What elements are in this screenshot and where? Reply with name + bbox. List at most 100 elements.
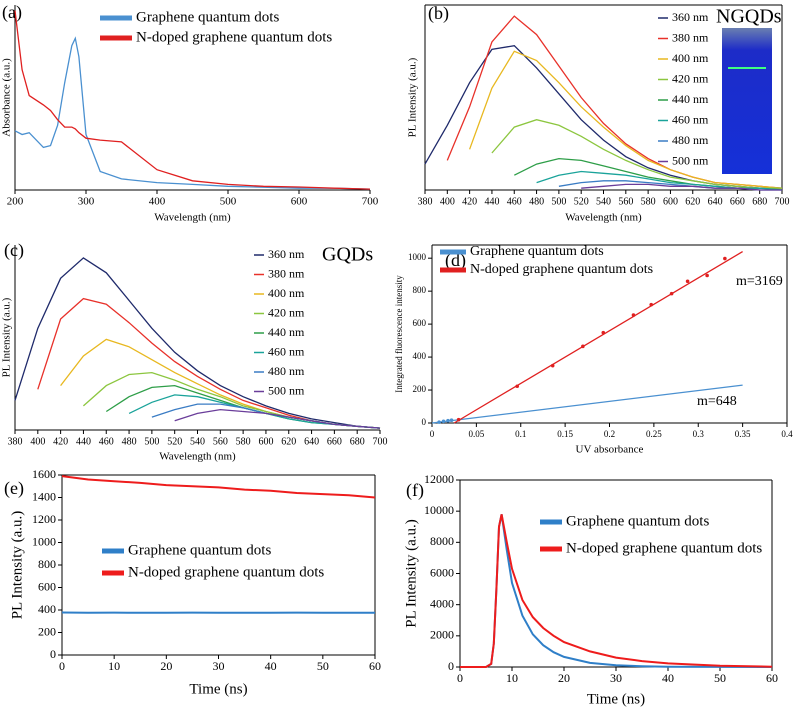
x-tick-label: 440: [484, 196, 499, 207]
legend-label: Graphene quantum dots: [566, 513, 709, 529]
x-tick-label: 10: [506, 671, 518, 685]
x-tick-label: 580: [236, 436, 251, 447]
x-tick-label: 640: [304, 436, 319, 447]
legend-label: 460 nm: [268, 344, 305, 358]
series-line: [491, 119, 782, 189]
x-tick-label: 520: [167, 436, 182, 447]
panel-label: (c): [4, 240, 24, 261]
x-tick-label: 0: [59, 659, 65, 673]
legend-label: 360 nm: [672, 10, 709, 24]
panel-label: (f): [406, 480, 424, 501]
x-tick-label: 700: [775, 196, 790, 207]
y-tick-label: 4000: [430, 596, 454, 610]
data-point: [601, 330, 606, 335]
x-axis-label: Time (ns): [587, 691, 645, 707]
x-tick-label: 60: [766, 671, 778, 685]
legend-label: N-doped graphene quantum dots: [128, 564, 324, 580]
x-tick-label: 660: [730, 196, 745, 207]
y-tick-label: 800: [38, 557, 56, 571]
data-point: [631, 313, 636, 317]
data-point: [649, 302, 654, 307]
legend-label: 420 nm: [672, 71, 709, 85]
y-tick-label: 0: [448, 659, 454, 673]
legend-label: 500 nm: [268, 383, 305, 397]
x-tick-label: 20: [558, 671, 570, 685]
y-tick-label: 200: [38, 624, 56, 638]
x-tick-label: 300: [78, 196, 95, 208]
y-tick-label: 600: [38, 579, 56, 593]
y-axis-label: Integrated fluorescence intensity: [394, 275, 404, 393]
y-tick-label: 0: [50, 647, 56, 661]
x-tick-label: 50: [714, 671, 726, 685]
x-tick-label: 500: [220, 196, 237, 208]
x-tick-label: 0.05: [469, 429, 485, 439]
x-tick-label: 600: [291, 196, 308, 208]
y-tick-label: 1600: [32, 467, 56, 481]
x-tick-label: 480: [122, 436, 137, 447]
y-tick-label: 600: [413, 318, 427, 328]
legend-label: Graphene quantum dots: [128, 542, 271, 558]
legend-label: 480 nm: [672, 133, 709, 147]
series-line: [61, 475, 376, 499]
x-tick-label: 540: [190, 436, 205, 447]
y-axis-label: PL Intensity (a.u.): [403, 519, 419, 628]
y-tick-label: 200: [413, 384, 427, 394]
series-line: [60, 338, 381, 429]
data-point: [581, 344, 585, 349]
legend-label: 440 nm: [672, 92, 709, 106]
x-tick-label: 0.15: [557, 429, 573, 439]
x-tick-label: 560: [618, 196, 633, 207]
series-line: [82, 371, 381, 429]
x-axis-label: Wavelength (nm): [154, 212, 231, 224]
x-tick-label: 400: [440, 196, 455, 207]
x-tick-label: 440: [76, 436, 91, 447]
legend-label: N-doped graphene quantum dots: [136, 29, 332, 45]
series-line: [14, 36, 371, 190]
x-tick-label: 540: [596, 196, 611, 207]
legend-label: Graphene quantum dots: [470, 244, 604, 259]
legend-label: 400 nm: [268, 286, 305, 300]
y-tick-label: 10000: [424, 503, 454, 517]
panel-label: (d): [445, 250, 466, 271]
x-tick-label: 20: [160, 659, 172, 673]
inset-photo: [722, 28, 772, 174]
y-tick-label: 400: [413, 351, 427, 361]
legend-label: 460 nm: [672, 112, 709, 126]
x-tick-label: 0: [430, 429, 435, 439]
series-line: [174, 408, 381, 429]
series-line: [128, 394, 381, 429]
panel-label: (a): [2, 2, 22, 23]
y-tick-label: 0: [422, 417, 427, 427]
fit-line: [453, 251, 743, 424]
x-tick-label: 660: [327, 436, 342, 447]
y-axis-label: PL Intensity (a.u.): [9, 511, 25, 620]
x-tick-label: 620: [281, 436, 296, 447]
series-line: [468, 50, 783, 189]
series-line: [581, 183, 782, 191]
x-tick-label: 460: [507, 196, 522, 207]
x-tick-label: 700: [373, 436, 388, 447]
fit-line: [431, 384, 743, 424]
x-axis-label: Wavelength (nm): [565, 212, 642, 224]
series-line: [14, 257, 381, 429]
data-point: [446, 418, 450, 423]
y-tick-label: 8000: [430, 534, 454, 548]
annotation: m=3169: [736, 274, 783, 289]
x-tick-label: 420: [462, 196, 477, 207]
x-tick-label: 200: [7, 196, 24, 208]
legend-label: 380 nm: [672, 30, 709, 44]
x-tick-label: 400: [30, 436, 45, 447]
x-tick-label: 600: [258, 436, 273, 447]
x-tick-label: 560: [213, 436, 228, 447]
x-tick-label: 580: [641, 196, 656, 207]
x-tick-label: 0.3: [693, 429, 705, 439]
y-axis-label: PL Intensity (a.u.): [1, 297, 13, 377]
annotation: GQDs: [322, 244, 373, 266]
x-tick-label: 380: [8, 436, 23, 447]
y-tick-label: 1000: [32, 534, 56, 548]
y-tick-label: 1200: [32, 512, 56, 526]
annotation: NGQDs: [716, 6, 782, 28]
x-tick-label: 50: [317, 659, 329, 673]
legend-label: 360 nm: [268, 247, 305, 261]
